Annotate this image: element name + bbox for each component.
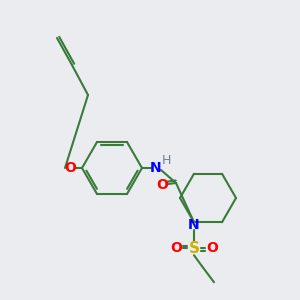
Text: O: O xyxy=(156,178,168,192)
Text: H: H xyxy=(161,154,171,167)
Text: N: N xyxy=(188,218,200,232)
Text: N: N xyxy=(150,161,162,175)
Text: O: O xyxy=(206,241,218,255)
Text: O: O xyxy=(170,241,182,255)
Text: O: O xyxy=(64,161,76,175)
Text: S: S xyxy=(188,241,200,256)
